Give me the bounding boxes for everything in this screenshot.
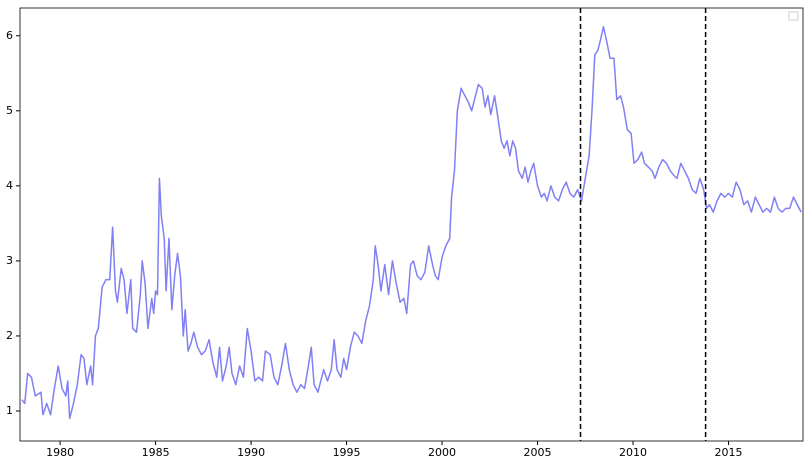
y-tick-label: 1 [6,404,13,417]
y-tick-label: 4 [6,179,13,192]
x-tick-label: 1980 [46,446,74,459]
x-tick-label: 1985 [142,446,170,459]
legend-box [788,11,799,21]
x-tick-label: 2015 [715,446,743,459]
y-tick-label: 5 [6,104,13,117]
data-line [21,26,802,420]
y-tick-label: 2 [6,329,13,342]
y-tick-label: 6 [6,29,13,42]
x-tick-label: 2010 [619,446,647,459]
plot-frame [19,7,804,442]
x-tick-label: 2000 [428,446,456,459]
x-tick-label: 1990 [237,446,265,459]
x-tick-label: 2005 [524,446,552,459]
y-tick-label: 3 [6,254,13,267]
x-tick-label: 1995 [333,446,361,459]
